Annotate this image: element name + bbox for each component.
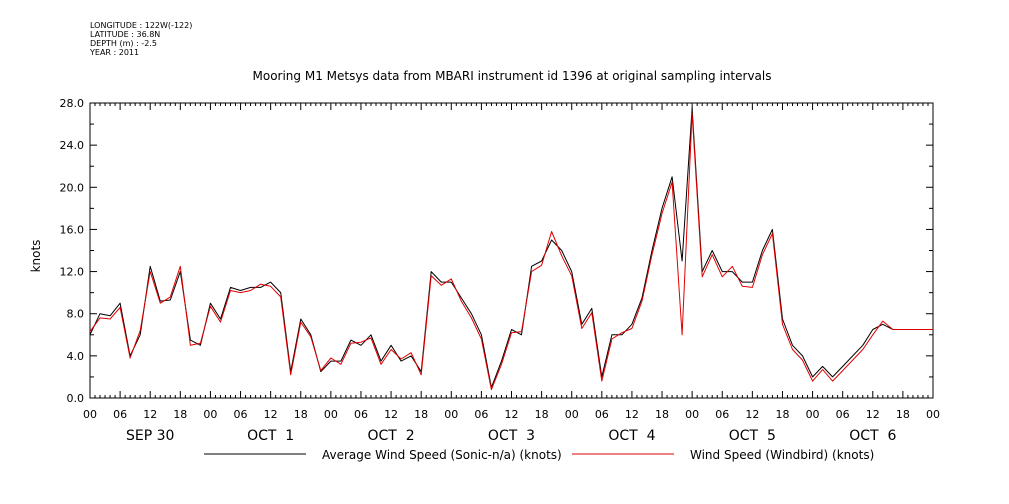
- x-tick-label: 00: [324, 408, 338, 421]
- day-label: OCT 6: [849, 428, 896, 444]
- day-label: OCT 5: [729, 428, 776, 444]
- axis-ticks: [89, 102, 934, 399]
- y-tick-label: 24.0: [60, 139, 85, 152]
- x-tick-label: 12: [384, 408, 398, 421]
- x-tick-label: 06: [836, 408, 850, 421]
- day-label: OCT 4: [608, 428, 655, 444]
- y-tick-label: 20.0: [60, 181, 85, 194]
- year-text: YEAR : 2011: [90, 48, 140, 57]
- mooring-metadata: LONGITUDE : 122W(-122) LATITUDE : 36.8N …: [90, 21, 192, 57]
- x-tick-label: 18: [775, 408, 789, 421]
- plot-frame: [89, 102, 934, 399]
- x-tick-label: 06: [595, 408, 609, 421]
- y-tick-label: 8.0: [67, 308, 85, 321]
- latitude-text: LATITUDE : 36.8N: [90, 30, 161, 39]
- x-tick-label: 00: [565, 408, 579, 421]
- y-tick-label: 4.0: [67, 350, 85, 363]
- day-label: SEP 30: [126, 428, 174, 444]
- day-label: OCT 3: [488, 428, 535, 444]
- x-tick-label: 12: [866, 408, 880, 421]
- x-tick-label: 18: [173, 408, 187, 421]
- y-axis-label: knots: [29, 240, 43, 273]
- x-tick-label: 00: [685, 408, 699, 421]
- x-tick-label: 06: [474, 408, 488, 421]
- y-tick-label: 0.0: [67, 392, 85, 405]
- x-tick-label: 18: [294, 408, 308, 421]
- y-tick-labels: 0.0 4.0 8.0 12.0 16.0 20.0 24.0 28.0: [60, 97, 85, 405]
- legend-label-windbird: Wind Speed (Windbird) (knots): [690, 448, 874, 462]
- x-tick-label: 06: [113, 408, 127, 421]
- x-tick-label: 18: [535, 408, 549, 421]
- depth-text: DEPTH (m) : -2.5: [90, 39, 157, 48]
- legend: Average Wind Speed (Sonic-n/a) (knots) W…: [204, 448, 874, 462]
- series-line-sonic: [89, 107, 933, 388]
- x-tick-label: 12: [143, 408, 157, 421]
- chart-title: Mooring M1 Metsys data from MBARI instru…: [253, 69, 772, 83]
- series-line-windbird: [89, 113, 933, 391]
- x-tick-label: 00: [444, 408, 458, 421]
- x-tick-labels: 00 06 12 18 00 06 12 18 00 06 12 18 00 06 12 18 00 06 12 18…: [83, 408, 940, 421]
- y-tick-label: 16.0: [60, 223, 85, 236]
- x-tick-label: 18: [414, 408, 428, 421]
- x-tick-label: 00: [926, 408, 940, 421]
- x-tick-label: 00: [83, 408, 97, 421]
- x-tick-label: 06: [354, 408, 368, 421]
- x-tick-label: 00: [203, 408, 217, 421]
- data-series: [89, 107, 933, 391]
- x-tick-label: 00: [806, 408, 820, 421]
- x-tick-label: 12: [745, 408, 759, 421]
- longitude-text: LONGITUDE : 122W(-122): [90, 21, 193, 30]
- x-tick-label: 12: [505, 408, 519, 421]
- legend-label-sonic: Average Wind Speed (Sonic-n/a) (knots): [322, 448, 562, 462]
- x-tick-label: 06: [234, 408, 248, 421]
- x-tick-label: 12: [264, 408, 278, 421]
- day-label: OCT 1: [247, 428, 294, 444]
- y-tick-label: 12.0: [60, 266, 85, 279]
- day-labels: SEP 30 OCT 1 OCT 2 OCT 3 OCT 4 OCT 5 OCT 6: [126, 428, 896, 444]
- y-tick-label: 28.0: [60, 97, 85, 110]
- x-tick-label: 18: [655, 408, 669, 421]
- x-tick-label: 06: [715, 408, 729, 421]
- day-label: OCT 2: [367, 428, 414, 444]
- x-tick-label: 18: [896, 408, 910, 421]
- x-tick-label: 12: [625, 408, 639, 421]
